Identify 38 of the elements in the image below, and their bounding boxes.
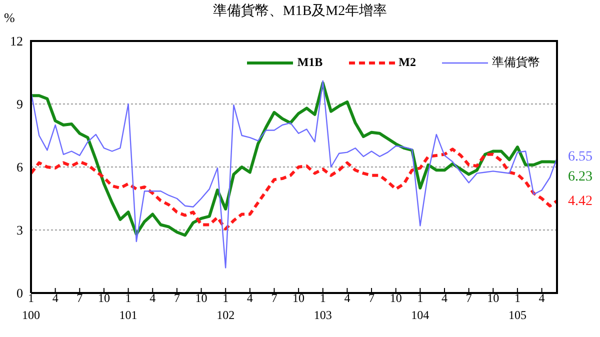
x-tick-label: 7 [76,291,83,305]
data-label: 6.23 [568,169,592,184]
y-axis-title: % [4,10,15,26]
line-series [31,82,558,237]
data-label: 6.55 [568,149,592,164]
x-tick-label: 4 [344,291,350,305]
chart-title: 準備貨幣、M1B及M2年增率 [212,4,388,19]
x-tick-label: 10 [487,291,500,305]
x-tick-label: 1 101 [119,291,138,322]
legend-label: M2 [398,55,416,70]
legend-label: 準備貨幣 [492,54,540,71]
y-tick-label: 3 [16,222,23,238]
line-series [31,148,558,230]
x-tick-label: 1 102 [216,291,235,322]
y-tick-label: 12 [10,34,23,49]
x-tick-label: 10 [98,291,110,305]
x-tick-label: 1 104 [411,291,430,322]
x-tick-label: 7 [271,291,278,305]
x-tick-label: 4 [246,291,253,305]
y-tick-label: 9 [16,96,23,112]
x-tick-label: 1 103 [314,291,332,322]
x-tick-label: 10 [195,291,208,305]
x-tick-label: 7 [368,291,375,305]
x-tick-label: 7 [466,291,472,305]
x-tick-label: 4 [538,291,545,305]
x-tick-label: 1 105 [508,291,526,322]
legend-label: M1B [297,55,323,70]
x-tick-label: 10 [390,291,402,305]
x-tick-label: 7 [174,291,180,305]
y-tick-label: 6 [16,160,24,175]
x-tick-label: 1 100 [22,291,40,322]
line-series [31,80,558,268]
y-tick-label: 0 [16,286,23,301]
x-tick-label: 4 [52,291,58,305]
x-tick-label: 10 [292,291,305,305]
x-tick-label: 4 [441,291,448,305]
x-tick-label: 4 [150,291,156,305]
data-label: 4.42 [568,194,592,210]
